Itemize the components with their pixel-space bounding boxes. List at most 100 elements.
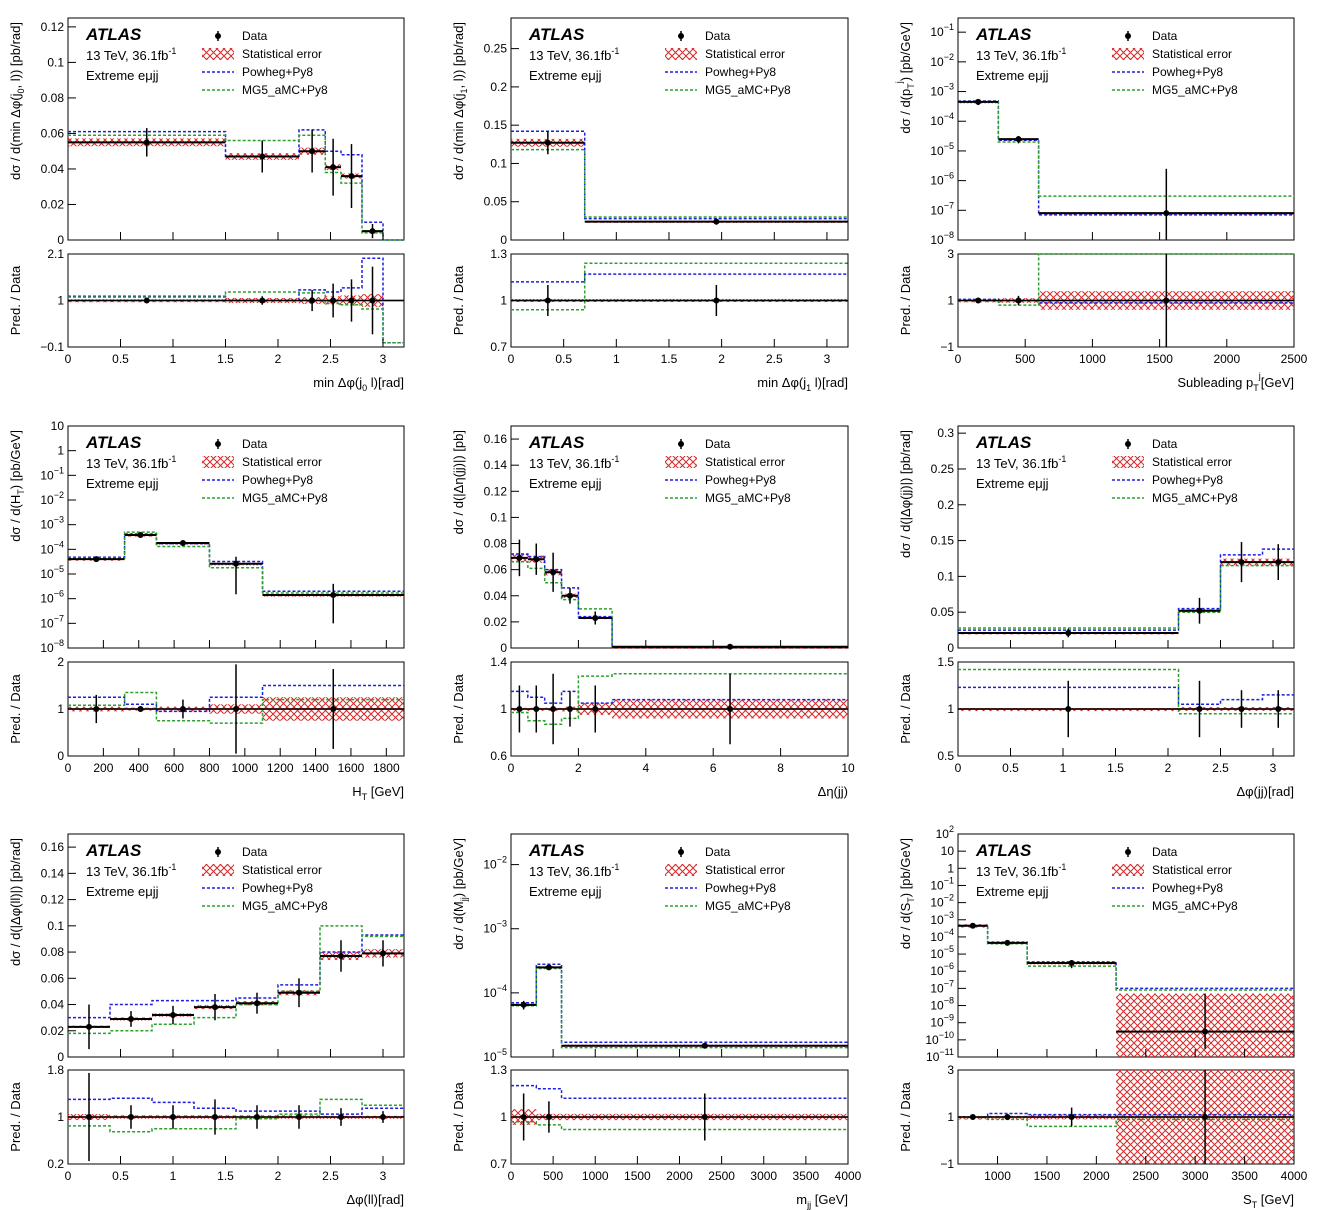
y-tick-label: 10−4	[930, 111, 954, 128]
x-tick-label: 0	[955, 761, 962, 775]
data-point	[1015, 136, 1022, 143]
lumi-superscript: -1	[168, 454, 176, 464]
y-tick-exponent: −8	[54, 638, 64, 648]
lumi-superscript: -1	[1058, 46, 1066, 56]
data-point	[254, 1000, 260, 1007]
x-tick-label: 0	[955, 352, 962, 366]
ratio-point	[137, 706, 144, 712]
ratio-point	[975, 297, 982, 304]
y-tick-exponent: −1	[944, 875, 954, 885]
x-tick-label: 2.5	[322, 352, 339, 366]
lumi-superscript: -1	[1058, 862, 1066, 872]
region-label: Extreme eμjj	[976, 884, 1049, 899]
panel-2: 00.050.10.150.20.250.711.30 0.5 1 1.5 2 2.5 3m…	[451, 17, 849, 393]
x-tick-label: 10	[841, 761, 855, 775]
y-tick-label: 10−5	[930, 944, 954, 961]
legend-stat-swatch	[1112, 864, 1144, 876]
y-tick-label: 0.08	[41, 945, 65, 959]
y-tick-label: 0.12	[41, 20, 65, 34]
legend-mg5-label: MG5_aMC+Py8	[705, 83, 791, 97]
y-tick-label: 0.08	[41, 91, 65, 105]
y-tick-label: 0.04	[484, 589, 508, 603]
legend-data-label: Data	[1152, 437, 1178, 451]
atlas-label: ATLAS	[528, 433, 585, 452]
y-tick-label: 10−3	[483, 919, 507, 936]
y-tick-exponent: −6	[54, 589, 64, 599]
ratio-powheg-line	[511, 273, 848, 283]
y-axis-label: dσ / d(HT) [pb/GeV]	[8, 430, 26, 542]
ratio-y-tick-label: 0.7	[490, 340, 507, 354]
region-label: Extreme eμjj	[529, 884, 602, 899]
ratio-y-tick-label: 1	[947, 702, 954, 716]
x-tick-label: 0	[508, 761, 515, 775]
y-tick-exponent: −2	[944, 52, 954, 62]
legend-mg5-label: MG5_aMC+Py8	[705, 899, 791, 913]
legend-data-marker	[678, 33, 684, 39]
x-tick-label: 3500	[1231, 1169, 1258, 1183]
legend-stat-swatch	[202, 456, 234, 468]
x-tick-label: 0.5	[112, 1169, 129, 1183]
x-tick-label: 2	[1165, 761, 1172, 775]
atlas-label: ATLAS	[975, 841, 1032, 860]
ratio-y-axis-label: Pred. / Data	[451, 265, 466, 335]
x-tick-label: 0	[65, 1169, 72, 1183]
main-frame	[67, 17, 405, 241]
ratio-point	[179, 706, 186, 712]
legend-stat-swatch	[665, 456, 697, 468]
x-tick-label: 2.5	[1212, 761, 1229, 775]
legend-mg5-label: MG5_aMC+Py8	[1152, 491, 1238, 505]
legend-powheg-label: Powheg+Py8	[1152, 65, 1223, 79]
region-label: Extreme eμjj	[86, 68, 159, 83]
y-tick-exponent: −5	[54, 564, 64, 574]
ratio-y-tick-label: 3	[947, 1063, 954, 1077]
y-tick-exponent: −7	[944, 978, 954, 988]
data-point	[259, 153, 266, 160]
y-tick-label: 10−6	[930, 171, 954, 188]
x-axis-label-post: l)[rad]	[811, 375, 848, 390]
data-point	[330, 592, 337, 599]
data-point	[566, 592, 573, 599]
y-axis-label-sub: jj	[459, 897, 469, 902]
lumi-superscript: -1	[168, 862, 176, 872]
data-point	[309, 148, 316, 155]
x-axis-label: mjj [GeV]	[796, 1192, 848, 1210]
y-tick-label: 0.04	[41, 162, 65, 176]
y-tick-label: 0.06	[41, 971, 65, 985]
ratio-y-tick-label: 0.6	[490, 749, 507, 763]
ratio-y-tick-label: 1	[57, 294, 64, 308]
legend-stat-label: Statistical error	[1152, 455, 1232, 469]
x-tick-label: 2	[718, 352, 725, 366]
region-label: Extreme eμjj	[86, 476, 159, 491]
y-tick-label: 10−3	[40, 515, 64, 532]
x-tick-label: 1.5	[661, 352, 678, 366]
y-tick-label: 10−1	[930, 22, 954, 39]
atlas-label: ATLAS	[85, 25, 142, 44]
legend-data-marker	[1125, 441, 1131, 447]
x-tick-label: 1000	[582, 1169, 609, 1183]
panel-7: 00.020.040.060.080.10.120.140.160.211.80…	[8, 833, 405, 1207]
legend-data-label: Data	[1152, 29, 1178, 43]
legend-mg5-label: MG5_aMC+Py8	[1152, 899, 1238, 913]
legend-mg5-label: MG5_aMC+Py8	[242, 491, 328, 505]
x-tick-label: 1000	[231, 761, 258, 775]
x-tick-label: 600	[164, 761, 184, 775]
data-point	[170, 1012, 176, 1019]
x-tick-label: 2	[575, 761, 582, 775]
y-tick-exponent: −6	[944, 961, 954, 971]
x-tick-label: 0	[65, 761, 72, 775]
legend-stat-label: Statistical error	[1152, 47, 1232, 61]
atlas-label: ATLAS	[528, 841, 585, 860]
ratio-y-tick-label: 1.5	[937, 655, 954, 669]
energy-label: 13 TeV, 36.1fb-1	[976, 454, 1066, 471]
panel-6: 00.050.10.150.20.250.30.511.50 0.5 1 1.5 2 2.…	[898, 425, 1295, 799]
legend-data-marker	[215, 441, 221, 447]
data-point	[533, 556, 540, 563]
x-tick-label: 2500	[1281, 352, 1308, 366]
y-tick-label: 10−4	[930, 927, 954, 944]
legend-stat-label: Statistical error	[705, 863, 785, 877]
y-tick-label: 0	[500, 641, 507, 655]
main-frame	[67, 425, 405, 649]
x-tick-label: 6	[710, 761, 717, 775]
ratio-mg5-line	[511, 262, 848, 311]
data-point	[86, 1023, 92, 1030]
